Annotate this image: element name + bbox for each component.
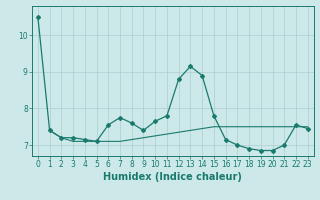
X-axis label: Humidex (Indice chaleur): Humidex (Indice chaleur) [103,172,242,182]
